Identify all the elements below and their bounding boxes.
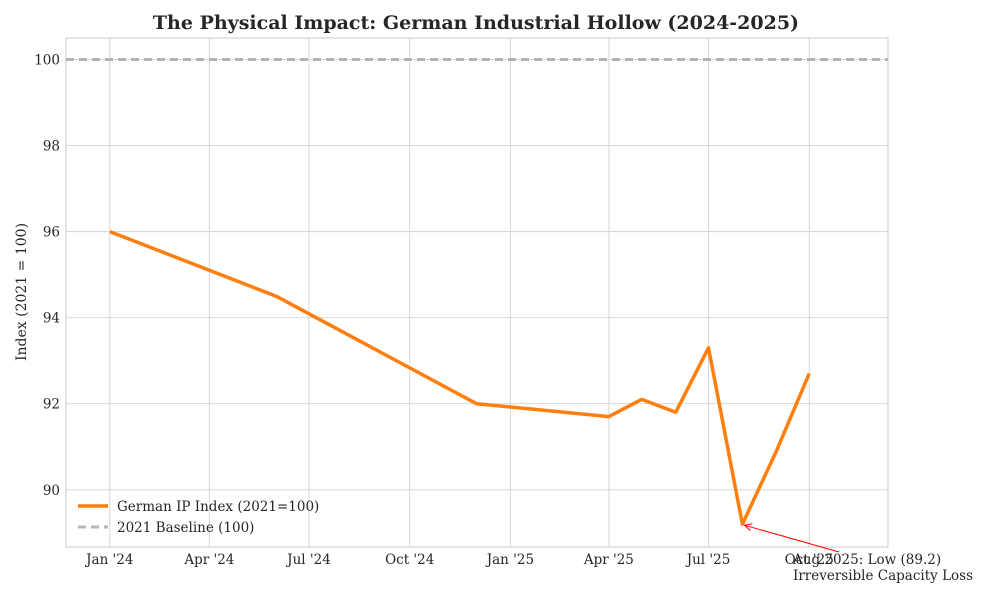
legend: German IP Index (2021=100) 2021 Baseline…	[78, 499, 319, 536]
x-tick-label: Jan '24	[84, 552, 133, 568]
annotation-text-line2: Irreversible Capacity Loss	[793, 568, 973, 584]
y-axis-label: Index (2021 = 100)	[14, 223, 30, 361]
legend-label-baseline: 2021 Baseline (100)	[117, 520, 254, 536]
y-tick-label: 94	[43, 311, 60, 327]
x-tick-label: Apr '24	[183, 552, 234, 568]
legend-label-ip-index: German IP Index (2021=100)	[117, 499, 319, 515]
x-tick-label: Oct '24	[385, 552, 434, 568]
y-tick-label: 96	[43, 225, 60, 241]
plot-area-frame	[65, 37, 889, 548]
ip-index-line	[109, 229, 811, 526]
x-tick-label: Jul '25	[685, 552, 731, 568]
annotation-text-line1: Aug 2025: Low (89.2)	[792, 552, 941, 568]
annotation-arrow-line	[744, 524, 840, 553]
y-tick-label: 100	[34, 53, 60, 69]
y-tick-label: 90	[43, 483, 60, 499]
y-axis-ticks: 90 92 94 96 98 100	[34, 53, 60, 499]
x-axis-ticks: Jan '24 Apr '24 Jul '24 Oct '24 Jan '25 Apr '…	[84, 552, 834, 568]
chart-title: The Physical Impact: German Industrial H…	[153, 12, 799, 34]
y-tick-label: 92	[43, 397, 60, 413]
x-tick-label: Jan '25	[485, 552, 534, 568]
annotation: Aug 2025: Low (89.2) Irreversible Capaci…	[743, 523, 973, 584]
x-tick-label: Jul '24	[285, 552, 331, 568]
x-tick-label: Apr '25	[583, 552, 634, 568]
annotation-arrow-head	[743, 523, 753, 531]
x-tick-label: Oct '25	[785, 552, 834, 568]
series-layer	[66, 58, 888, 526]
y-tick-label: 98	[43, 139, 60, 155]
